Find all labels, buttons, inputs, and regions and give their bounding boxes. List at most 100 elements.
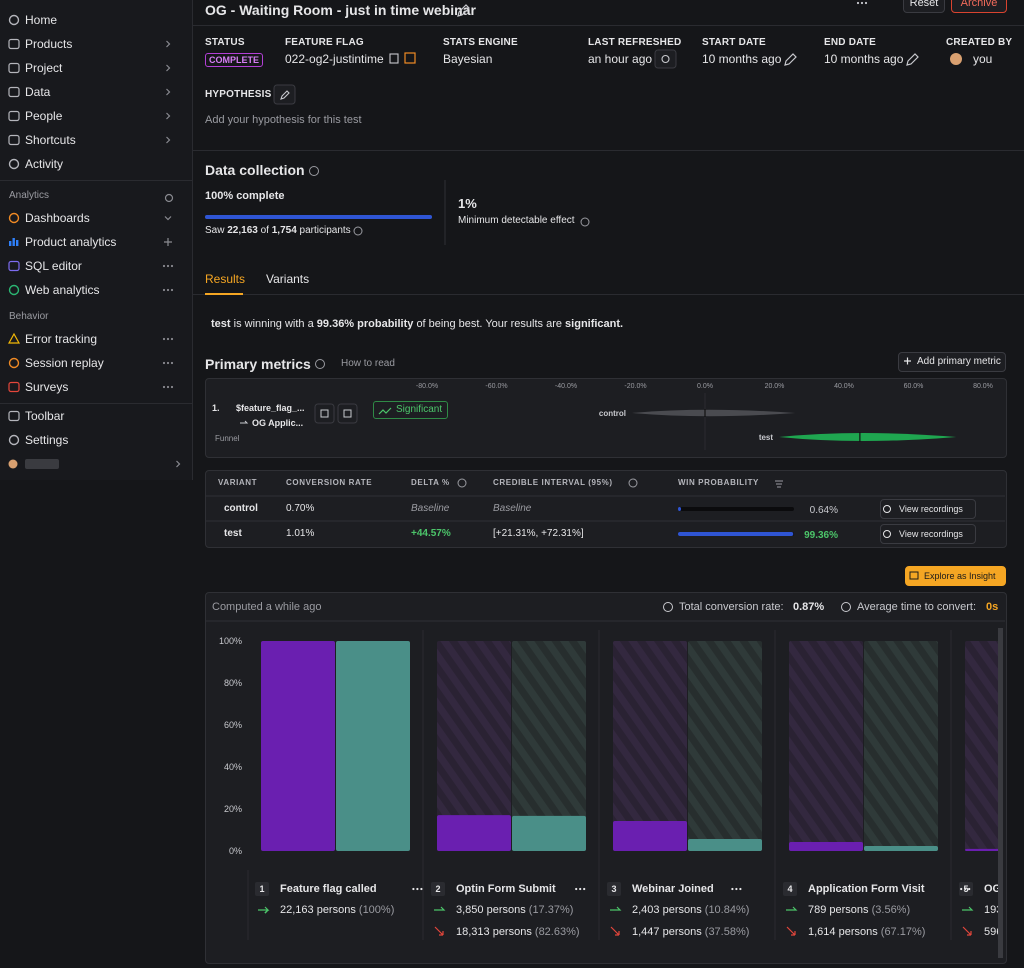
- section-label: Analytics: [9, 190, 50, 201]
- nav-item[interactable]: Web analytics: [25, 283, 100, 297]
- edit-icon: [784, 53, 797, 66]
- nav-item[interactable]: People: [25, 109, 63, 123]
- edit-icon: [906, 53, 919, 66]
- metric-step: OG Applic...: [252, 418, 304, 428]
- info-icon: [315, 359, 325, 369]
- converted-count: 22,163 persons: [280, 904, 356, 916]
- step-legend: 1 Feature flag called 22,163 persons (100%…: [250, 875, 998, 945]
- archive-button[interactable]: Archive: [951, 0, 1007, 13]
- tab[interactable]: Variants: [266, 272, 310, 286]
- nav-item[interactable]: Project: [25, 61, 63, 75]
- converted-count: 193: [984, 904, 998, 916]
- credible-interval: [+21.31%, +72.31%]: [493, 528, 584, 539]
- converted-pct: (100%): [358, 904, 395, 916]
- mde-label: Minimum detectable effect: [458, 215, 575, 226]
- dropped: 1,614 persons (67.17%): [808, 925, 925, 939]
- edit-button: [273, 84, 296, 105]
- step-name: Feature flag called: [280, 883, 377, 895]
- meta-value: 10 months ago: [824, 52, 904, 66]
- progress-label: 100% complete: [205, 190, 285, 202]
- meta-value: an hour ago: [588, 52, 653, 66]
- converted-count: 789 persons: [808, 904, 869, 916]
- dropped-pct: (37.58%): [704, 926, 750, 938]
- refresh-button: [654, 49, 677, 69]
- nav-item[interactable]: Activity: [25, 157, 64, 171]
- dropped: 596: [984, 925, 998, 939]
- results-table: [205, 470, 1007, 548]
- dropped-pct: (67.17%): [880, 926, 926, 938]
- info-icon: [353, 226, 363, 236]
- tab[interactable]: Results: [205, 272, 246, 286]
- summary-variant: test: [211, 318, 231, 330]
- converted-pct: (3.56%): [871, 904, 911, 916]
- participants-target: 1,754: [271, 225, 297, 236]
- participants-exposed: 22,163: [227, 225, 258, 236]
- conversion-rate: 0.70%: [286, 503, 315, 514]
- nav-item[interactable]: Products: [25, 37, 73, 51]
- mde-value: 1%: [458, 196, 477, 211]
- meta-label: END DATE: [824, 37, 876, 48]
- dropped-pct: (82.63%): [534, 926, 580, 938]
- section-title: Primary metrics: [205, 356, 311, 372]
- metric-card: [205, 378, 1007, 458]
- participants-of: of: [260, 225, 269, 236]
- nav-item[interactable]: Error tracking: [25, 332, 98, 346]
- explore-button[interactable]: Explore as Insight: [905, 566, 1006, 586]
- meta-label: LAST REFRESHED: [588, 37, 682, 48]
- view-recordings-button[interactable]: View recordings: [880, 524, 976, 544]
- more-dot: [860, 1, 864, 5]
- conversion-rate: 1.01%: [286, 528, 315, 539]
- add-metric-button[interactable]: Add primary metric: [898, 352, 1006, 372]
- step-number: 4: [783, 882, 797, 896]
- step-name: OG: [984, 883, 998, 895]
- section-label: Behavior: [9, 311, 49, 322]
- meta-value: 022-og2-justintime: [285, 52, 384, 66]
- nav-item[interactable]: SQL editor: [25, 259, 82, 273]
- nav-item[interactable]: Session replay: [25, 356, 104, 370]
- avg-label: Average time to convert:: [857, 601, 977, 613]
- sidebar: Home Products Project Data People Shortcuts Ac…: [0, 0, 193, 480]
- reset-button[interactable]: Reset: [903, 0, 945, 13]
- dropped-count: 1,614 persons: [808, 926, 878, 938]
- meta-label: STATUS: [205, 37, 245, 48]
- dropped: 1,447 persons (37.58%): [632, 925, 749, 939]
- step-number: 3: [607, 882, 621, 896]
- edit-icon: [404, 52, 416, 64]
- converted: 3,850 persons (17.37%): [456, 903, 573, 917]
- delta: +44.57%: [411, 528, 451, 539]
- nav-item[interactable]: Toolbar: [25, 409, 65, 423]
- dropped: 18,313 persons (82.63%): [456, 925, 580, 939]
- avg-value: 0s: [986, 601, 999, 613]
- converted-pct: (17.37%): [528, 904, 574, 916]
- nav-item[interactable]: Dashboards: [25, 211, 90, 225]
- nav-item[interactable]: Product analytics: [25, 235, 117, 249]
- avatar: [950, 53, 962, 65]
- meta-label: START DATE: [702, 37, 766, 48]
- nav-item[interactable]: Data: [25, 85, 51, 99]
- more-dot: [856, 1, 860, 5]
- view-recordings-button[interactable]: View recordings: [880, 499, 976, 519]
- converted-count: 3,850 persons: [456, 904, 526, 916]
- summary-verdict: significant.: [565, 318, 624, 330]
- meta-value: Bayesian: [443, 52, 493, 66]
- more-dot: [864, 1, 868, 5]
- divider: [193, 150, 1024, 151]
- total-label: Total conversion rate:: [679, 601, 784, 613]
- summary: test is winning with a 99.36% probabilit…: [211, 317, 623, 331]
- divider: [193, 25, 1024, 26]
- nav-item[interactable]: Shortcuts: [25, 133, 76, 147]
- column-header: VARIANT: [218, 478, 258, 487]
- significant-badge: Significant: [373, 401, 449, 419]
- nav-item[interactable]: Surveys: [25, 380, 69, 394]
- nav-item[interactable]: Home: [25, 13, 58, 27]
- metric-index: 1.: [212, 403, 220, 413]
- progress-fill: [205, 215, 432, 219]
- step-number: 2: [431, 882, 445, 896]
- step-name: Application Form Visit: [808, 883, 925, 895]
- step-name: Webinar Joined: [632, 883, 714, 895]
- how-to-read-link[interactable]: How to read: [341, 358, 395, 369]
- computed-label: Computed a while ago: [212, 601, 322, 613]
- nav-item[interactable]: Settings: [25, 433, 69, 447]
- variant-name: control: [224, 503, 258, 514]
- credible-interval: Baseline: [493, 503, 532, 514]
